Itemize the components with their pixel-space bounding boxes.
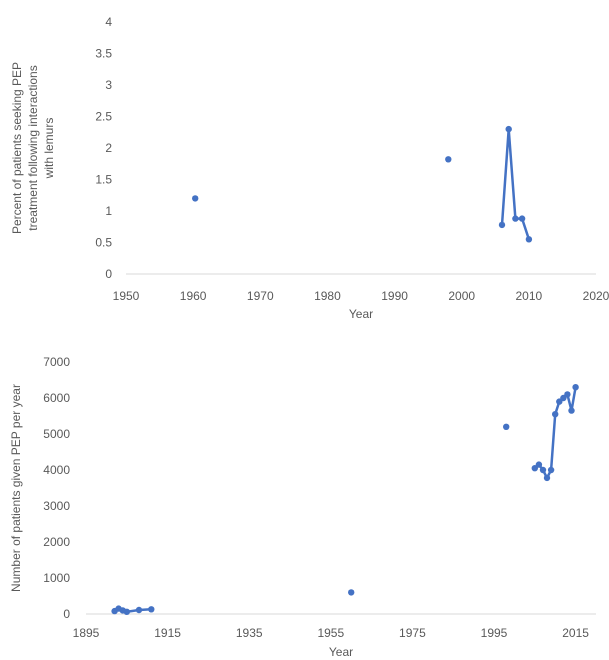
data-point — [503, 423, 510, 430]
y-axis-title-line: with lemurs — [42, 118, 56, 180]
y-tick-label: 4000 — [43, 463, 70, 477]
y-axis-title-line: Number of patients given PEP per year — [9, 384, 23, 592]
x-tick-label: 2020 — [583, 289, 609, 303]
data-point — [512, 215, 519, 222]
y-tick-label: 3.5 — [95, 47, 112, 61]
y-tick-label: 2000 — [43, 535, 70, 549]
y-tick-label: 2 — [105, 141, 112, 155]
y-tick-label: 2.5 — [95, 110, 112, 124]
x-axis-title: Year — [349, 307, 373, 321]
y-tick-labels: 0 1000 2000 3000 4000 5000 6000 7000 — [43, 355, 70, 621]
y-tick-label: 7000 — [43, 355, 70, 369]
series-line — [500, 127, 531, 241]
x-tick-label: 2010 — [516, 289, 543, 303]
x-tick-label: 1950 — [113, 289, 140, 303]
y-tick-label: 3000 — [43, 499, 70, 513]
y-tick-label: 4 — [105, 15, 112, 29]
y-tick-label: 0.5 — [95, 236, 112, 250]
x-tick-label: 1975 — [399, 626, 426, 640]
series-plot — [111, 384, 579, 615]
x-tick-label: 1915 — [154, 626, 181, 640]
data-point — [556, 398, 563, 405]
data-point — [564, 391, 571, 398]
x-tick-label: 1995 — [481, 626, 508, 640]
data-point — [123, 608, 130, 615]
x-tick-label: 1960 — [180, 289, 207, 303]
data-point — [531, 465, 538, 472]
data-point — [568, 407, 575, 414]
x-tick-label: 1990 — [381, 289, 408, 303]
y-axis-title-line: Percent of patients seeking PEP — [10, 62, 24, 234]
y-axis-title-line: treatment following interactions — [26, 65, 40, 230]
chart-pep-count: 0 1000 2000 3000 4000 5000 6000 7000 1895 1915 19… — [9, 355, 596, 659]
x-tick-label: 1980 — [314, 289, 341, 303]
data-point — [148, 606, 155, 613]
x-tick-labels: 1895 1915 1935 1955 1975 1995 2015 — [73, 626, 590, 640]
x-tick-label: 1970 — [247, 289, 274, 303]
data-point — [535, 461, 543, 468]
y-tick-label: 1 — [105, 204, 112, 218]
data-point — [135, 606, 143, 614]
y-tick-label: 0 — [63, 607, 70, 621]
y-tick-labels: 0 0.5 1 1.5 2 2.5 3 3.5 4 — [95, 15, 112, 281]
y-tick-label: 1.5 — [95, 173, 112, 187]
x-tick-label: 2000 — [448, 289, 475, 303]
y-tick-label: 6000 — [43, 391, 70, 405]
data-point — [518, 215, 526, 222]
data-point — [445, 156, 452, 163]
y-axis-title: Number of patients given PEP per year — [9, 384, 23, 592]
data-point — [505, 125, 512, 133]
data-point — [525, 236, 533, 243]
data-point — [543, 474, 551, 482]
data-point — [552, 411, 559, 418]
data-point — [192, 195, 199, 202]
y-tick-label: 0 — [105, 267, 112, 281]
x-tick-labels: 1950 1960 1970 1980 1990 2000 2010 2020 — [113, 289, 609, 303]
y-tick-label: 1000 — [43, 571, 70, 585]
x-tick-label: 1895 — [73, 626, 100, 640]
x-tick-label: 1955 — [317, 626, 344, 640]
y-tick-label: 5000 — [43, 427, 70, 441]
y-axis-title: Percent of patients seeking PEP treatment… — [10, 62, 56, 234]
x-axis-title: Year — [329, 645, 353, 659]
chart-pep-percent: 0 0.5 1 1.5 2 2.5 3 3.5 4 1950 1960 1970 1980 1990 20… — [10, 15, 609, 321]
x-tick-label: 1935 — [236, 626, 263, 640]
x-tick-label: 2015 — [562, 626, 589, 640]
series-plot — [192, 125, 533, 243]
data-point — [547, 466, 555, 474]
data-point — [498, 221, 506, 229]
y-tick-label: 3 — [105, 78, 112, 92]
data-point — [572, 384, 579, 391]
data-point — [348, 589, 355, 596]
data-point — [539, 466, 547, 474]
